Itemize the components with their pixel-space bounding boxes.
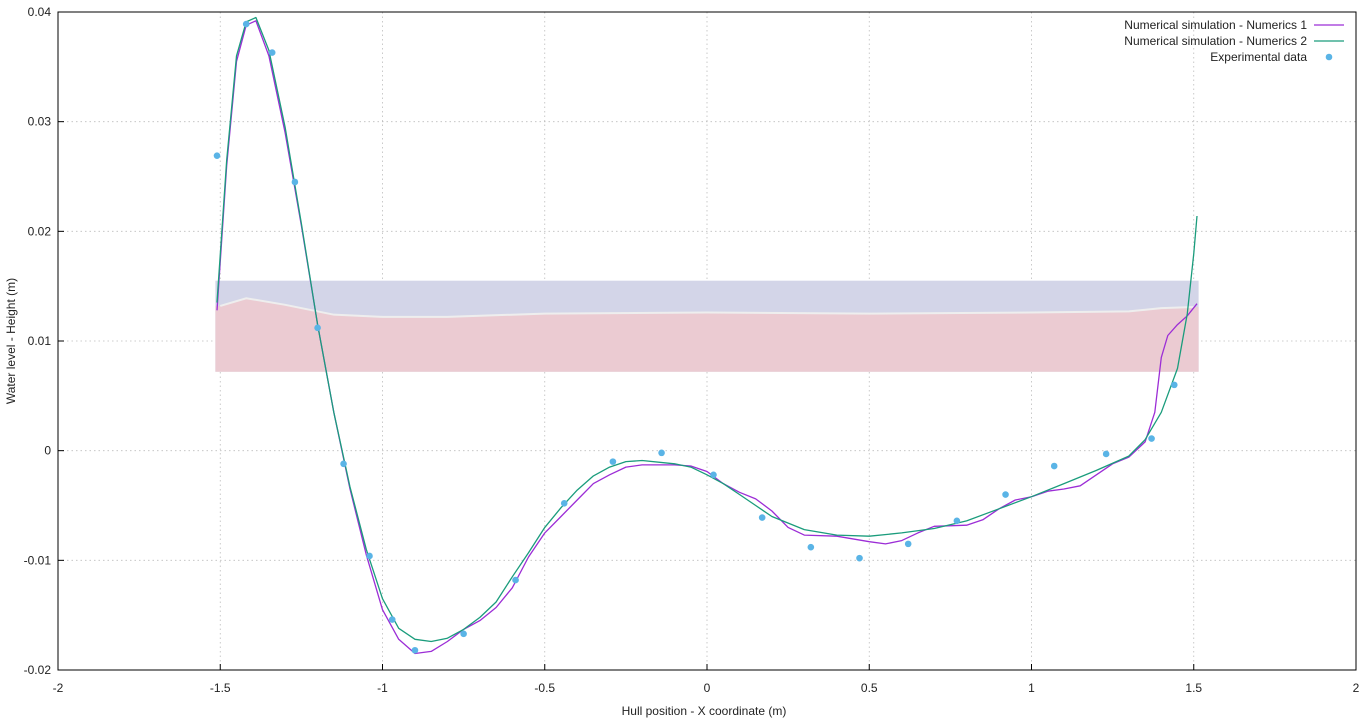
legend-label: Numerical simulation - Numerics 1	[1124, 18, 1307, 32]
experimental-point	[1002, 491, 1009, 498]
y-ticks: -0.02 -0.01 0 0.01 0.02 0.03 0.04	[24, 5, 64, 677]
experimental-point	[1170, 381, 1178, 389]
experimental-point	[904, 540, 912, 548]
x-tick-label: -0.5	[534, 681, 555, 695]
legend: Numerical simulation - Numerics 1 Numeric…	[1124, 18, 1344, 64]
hull-band	[215, 280, 1199, 372]
experimental-point	[953, 517, 961, 525]
legend-label: Experimental data	[1210, 50, 1307, 64]
y-tick-label: -0.01	[24, 553, 52, 567]
x-tick-label: -1.5	[210, 681, 231, 695]
x-ticks: -2 -1.5 -1 -0.5 0 0.5 1 1.5 2	[53, 664, 1360, 695]
y-tick-label: -0.02	[24, 663, 52, 677]
y-tick-label: 0.03	[28, 115, 52, 129]
x-tick-label: 2	[1353, 681, 1360, 695]
experimental-point	[291, 178, 299, 186]
experimental-point	[1050, 462, 1058, 470]
experimental-point	[560, 500, 568, 507]
x-tick-label: -2	[53, 681, 64, 695]
y-tick-label: 0.01	[28, 334, 52, 348]
experimental-point	[388, 616, 396, 623]
y-axis-title: Water level - Height (m)	[4, 278, 18, 404]
y-tick-label: 0.04	[28, 5, 52, 19]
legend-swatch	[1325, 53, 1333, 61]
experimental-point	[1102, 450, 1110, 458]
experimental-point	[460, 630, 467, 638]
legend-label: Numerical simulation - Numerics 2	[1124, 34, 1307, 48]
x-tick-label: 1.5	[1185, 681, 1202, 695]
x-tick-label: 1	[1028, 681, 1035, 695]
series-lines	[216, 16, 1198, 655]
experimental-point	[213, 152, 221, 159]
experimental-point	[658, 449, 665, 457]
x-tick-label: -1	[377, 681, 388, 695]
x-axis-title: Hull position - X coordinate (m)	[622, 704, 787, 718]
experimental-point	[710, 471, 717, 479]
experimental-point	[1148, 435, 1155, 442]
experimental-points	[213, 20, 1178, 654]
experimental-point	[340, 460, 347, 468]
y-tick-label: 0	[44, 444, 51, 458]
experimental-point	[807, 543, 815, 551]
experimental-point	[758, 514, 766, 521]
experimental-point	[366, 552, 373, 560]
experimental-point	[609, 458, 617, 465]
y-tick-label: 0.02	[28, 224, 52, 238]
experimental-point	[512, 576, 519, 584]
x-tick-label: 0.5	[861, 681, 878, 695]
experimental-point	[242, 20, 250, 28]
series-line-1	[216, 20, 1198, 655]
x-tick-label: 0	[704, 681, 711, 695]
experimental-point	[856, 554, 863, 562]
experimental-point	[411, 646, 419, 654]
series-line-2	[216, 16, 1198, 643]
experimental-point	[268, 49, 276, 56]
hull-waterline	[219, 297, 1194, 318]
experimental-point	[314, 324, 321, 332]
